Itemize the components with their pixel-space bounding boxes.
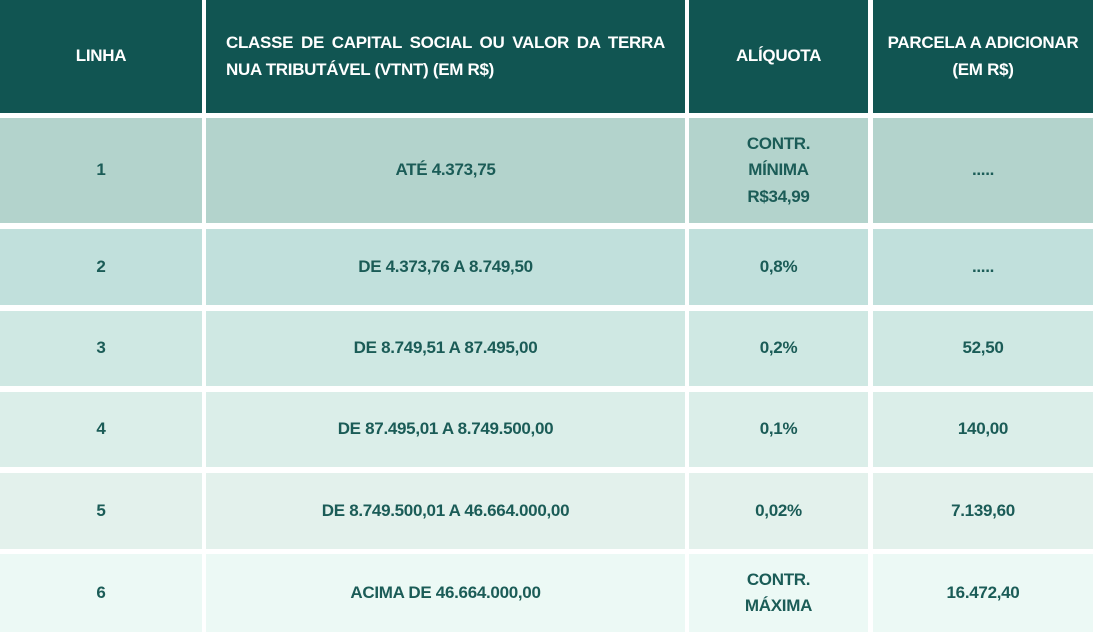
table-cell: 0,1% xyxy=(689,392,868,467)
table-cell: 140,00 xyxy=(873,392,1093,467)
table-cell: DE 8.749,51 A 87.495,00 xyxy=(206,311,685,386)
header-cell: PARCELA A ADICIONAR (EM R$) xyxy=(873,0,1093,113)
table-cell: DE 8.749.500,01 A 46.664.000,00 xyxy=(206,473,685,549)
table-cell: ..... xyxy=(873,118,1093,223)
table-cell: 7.139,60 xyxy=(873,473,1093,549)
table-cell: CONTR. MÍNIMA R$34,99 xyxy=(689,118,868,223)
table-cell: 0,02% xyxy=(689,473,868,549)
table-cell: 1 xyxy=(0,118,202,223)
table-cell: DE 87.495,01 A 8.749.500,00 xyxy=(206,392,685,467)
table-cell: 0,8% xyxy=(689,229,868,305)
table-cell: 5 xyxy=(0,473,202,549)
table-cell: ATÉ 4.373,75 xyxy=(206,118,685,223)
table-cell: 52,50 xyxy=(873,311,1093,386)
table-cell: ..... xyxy=(873,229,1093,305)
header-cell: CLASSE DE CAPITAL SOCIAL OU VALOR DA TER… xyxy=(206,0,685,113)
table-cell: 2 xyxy=(0,229,202,305)
table-cell: 6 xyxy=(0,554,202,632)
table-cell: CONTR. MÁXIMA xyxy=(689,554,868,632)
table-cell: 3 xyxy=(0,311,202,386)
table-cell: 0,2% xyxy=(689,311,868,386)
table-cell: 4 xyxy=(0,392,202,467)
header-cell: LINHA xyxy=(0,0,202,113)
table-cell: ACIMA DE 46.664.000,00 xyxy=(206,554,685,632)
table-cell: 16.472,40 xyxy=(873,554,1093,632)
table-cell: DE 4.373,76 A 8.749,50 xyxy=(206,229,685,305)
header-cell: ALÍQUOTA xyxy=(689,0,868,113)
